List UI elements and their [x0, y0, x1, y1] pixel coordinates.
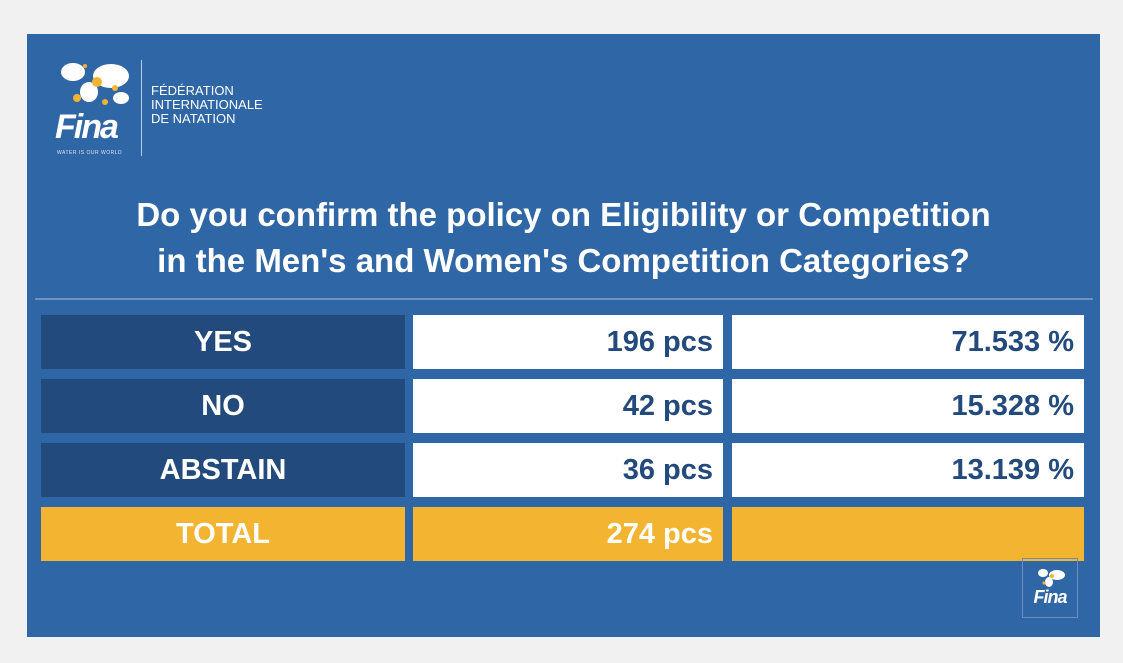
result-count: 196 pcs — [413, 315, 723, 369]
fina-logo: Fina WATER IS OUR WORLD FÉDÉRATION INTER… — [55, 58, 295, 162]
result-count: 42 pcs — [413, 379, 723, 433]
org-line-1: FÉDÉRATION — [151, 84, 263, 98]
total-percent — [732, 507, 1084, 561]
organization-name: FÉDÉRATION INTERNATIONALE DE NATATION — [151, 84, 263, 126]
org-line-3: DE NATATION — [151, 112, 263, 126]
result-label: NO — [41, 379, 405, 433]
result-percent: 15.328 % — [732, 379, 1084, 433]
org-line-2: INTERNATIONALE — [151, 98, 263, 112]
result-label: YES — [41, 315, 405, 369]
result-label: ABSTAIN — [41, 443, 405, 497]
logo-divider — [141, 60, 142, 156]
logo-tagline: WATER IS OUR WORLD — [57, 150, 122, 156]
question-line-1: Do you confirm the policy on Eligibility… — [27, 192, 1100, 238]
badge-wordmark: Fina — [1023, 587, 1077, 608]
globe-icon — [1035, 567, 1067, 589]
vote-results-slide: Fina WATER IS OUR WORLD FÉDÉRATION INTER… — [27, 34, 1100, 637]
total-label: TOTAL — [41, 507, 405, 561]
logo-wordmark: Fina — [55, 108, 117, 147]
corner-watermark-badge: Fina — [1022, 558, 1078, 618]
result-percent: 13.139 % — [732, 443, 1084, 497]
total-count: 274 pcs — [413, 507, 723, 561]
divider-line — [35, 298, 1093, 300]
question-line-2: in the Men's and Women's Competition Cat… — [27, 238, 1100, 284]
question-title: Do you confirm the policy on Eligibility… — [27, 192, 1100, 284]
result-percent: 71.533 % — [732, 315, 1084, 369]
result-count: 36 pcs — [413, 443, 723, 497]
